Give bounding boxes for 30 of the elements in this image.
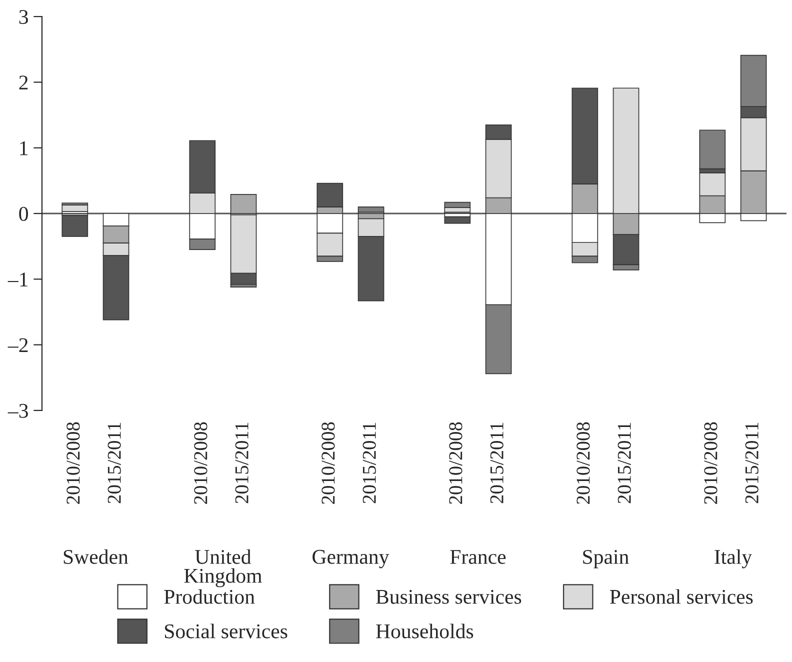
y-tick-label: –2 [8,338,28,352]
legend-label: Social services [164,624,288,638]
x-tick-label: 2010/2008 [704,422,718,504]
text: Sweden [64,549,128,564]
y-tick-label: 0 [19,206,28,221]
text: Germany [312,550,390,568]
legend-label: Business services [376,590,522,604]
text: United Kingdom [184,549,262,588]
x-tick-label: 2015/2011 [362,422,376,504]
text: Italy [714,549,752,568]
y-tick-label: –3 [8,404,28,418]
y-tick-label: 2 [19,76,28,90]
x-tick-label: 2010/2008 [194,422,208,504]
x-tick-label: 2015/2011 [745,422,758,504]
text: Spain [583,550,629,568]
x-tick-label: 2015/2011 [108,422,121,504]
legend-label: Households [376,624,474,638]
y-tick-label: 1 [20,141,28,156]
x-tick-label: 2010/2008 [322,422,335,504]
text: France [450,550,506,564]
x-tick-label: 2015/2011 [618,422,631,504]
x-tick-label: 2015/2011 [490,422,504,504]
y-tick-label: –1 [8,272,28,286]
x-tick-label: 2015/2011 [235,422,248,504]
legend-label: Personal services [610,589,753,604]
x-tick-label: 2010/2008 [449,422,462,504]
legend-label: Production [164,589,255,604]
x-tick-label: 2010/2008 [576,422,590,504]
y-tick-label: 3 [19,10,28,24]
x-tick-label: 2010/2008 [66,422,80,504]
